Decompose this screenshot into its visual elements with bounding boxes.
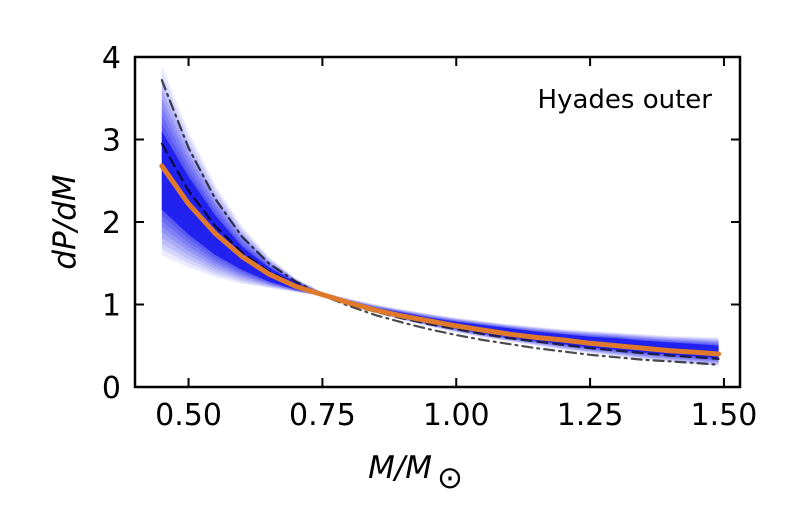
series-line-1: [160, 142, 720, 360]
x-tick-label: 1.00: [423, 398, 490, 433]
x-tick-label: 1.25: [557, 398, 624, 433]
x-axis-label: M/M: [368, 450, 432, 486]
band-layer-1: [161, 73, 719, 366]
series-line-0: [159, 163, 722, 357]
y-tick-label: 2: [102, 206, 121, 241]
series-lines: [159, 79, 722, 366]
band-layer-0: [161, 65, 719, 367]
y-tick-label: 1: [102, 289, 121, 324]
uncertainty-band: [161, 65, 719, 367]
x-axis-label-subscript: ⊙: [437, 460, 463, 496]
x-ticks: 0.50 0.75 1.00 1.25 1.50: [155, 57, 757, 433]
series-line-2: [160, 79, 720, 366]
y-ticks: 0 1 2 3 4: [102, 41, 740, 406]
y-tick-label: 4: [102, 41, 121, 76]
x-tick-label: 0.50: [155, 398, 222, 433]
y-tick-label: 0: [102, 371, 121, 406]
y-tick-label: 3: [102, 124, 121, 159]
y-axis-label: dP/dM: [47, 174, 83, 269]
annotation-label: Hyades outer: [538, 85, 713, 115]
x-tick-label: 0.75: [289, 398, 356, 433]
x-tick-label: 1.50: [691, 398, 758, 433]
